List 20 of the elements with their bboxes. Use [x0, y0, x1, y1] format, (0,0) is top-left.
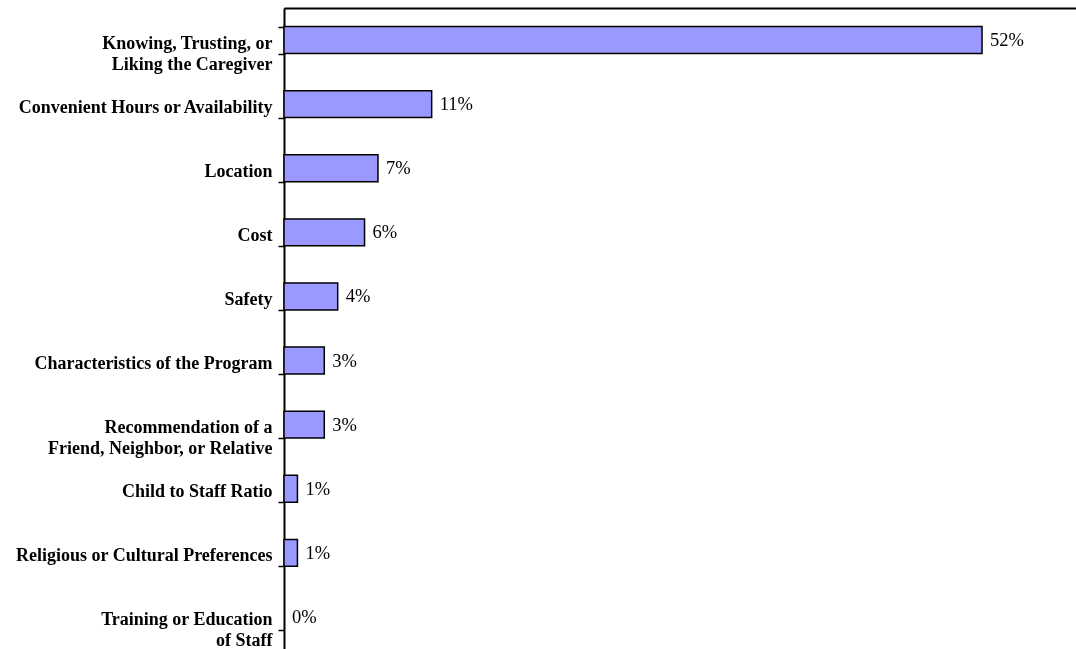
y-tick-label: Recommendation of a Friend, Neighbor, or Relative [48, 417, 273, 459]
data-label: 3% [332, 350, 357, 371]
data-label: 52% [990, 30, 1024, 51]
data-label: 1% [305, 542, 331, 563]
y-tick-label: Cost [237, 224, 273, 245]
data-label: 0% [292, 606, 317, 627]
y-tick-label: Religious or Cultural Preferences [16, 545, 273, 566]
data-label: 1% [305, 478, 331, 499]
data-label: 3% [332, 414, 357, 435]
data-label: 11% [439, 94, 473, 115]
y-tick-label: Knowing, Trusting, or Liking the Caregiver [102, 32, 273, 74]
y-tick-label: Characteristics of the Program [34, 353, 273, 374]
data-label: 7% [385, 158, 411, 179]
y-tick-label: Location [204, 160, 273, 181]
y-tick-label: Child to Staff Ratio [121, 481, 273, 502]
y-tick-label: Training or Education of Staff [101, 609, 274, 649]
y-tick-label: Convenient Hours or Availability [18, 96, 273, 117]
y-tick-label: Safety [224, 288, 273, 309]
data-label: 6% [372, 222, 398, 243]
data-label: 4% [345, 286, 371, 307]
